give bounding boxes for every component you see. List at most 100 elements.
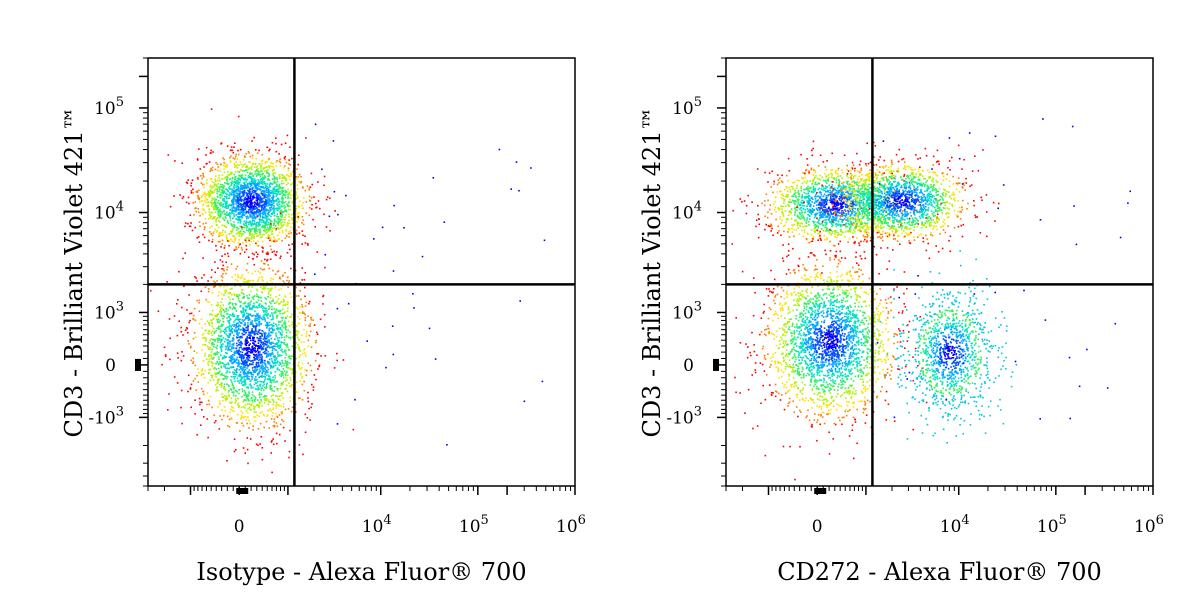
event-dot: [243, 329, 246, 331]
event-dot: [255, 353, 258, 356]
event-dot: [284, 142, 287, 144]
event-dot: [254, 192, 257, 195]
event-dot: [259, 175, 262, 178]
event-dot: [256, 323, 259, 325]
event-dot: [196, 434, 198, 436]
event-dot: [243, 312, 246, 314]
event-dot: [285, 352, 287, 355]
event-dot: [207, 218, 210, 220]
event-dot: [292, 335, 294, 338]
event-dot: [226, 164, 228, 166]
event-dot: [230, 329, 232, 331]
event-dot: [223, 168, 225, 170]
event-dot: [295, 391, 298, 393]
event-dot: [267, 317, 269, 319]
event-dot: [247, 412, 249, 414]
event-dot: [263, 383, 265, 386]
event-dot: [219, 335, 222, 338]
event-dot: [265, 303, 267, 305]
event-dot: [215, 218, 218, 220]
event-dot: [543, 239, 546, 242]
event-dot: [301, 375, 304, 378]
event-dot: [254, 310, 256, 313]
event-dot: [274, 338, 276, 341]
event-dot: [258, 193, 260, 196]
event-dot: [268, 358, 271, 361]
event-dot: [231, 224, 233, 226]
event-dot: [268, 307, 271, 309]
event-dot: [249, 384, 251, 386]
event-dot: [219, 370, 221, 373]
event-dot: [239, 199, 241, 202]
event-dot: [255, 301, 258, 303]
event-dot: [290, 296, 293, 298]
event-dot: [324, 355, 327, 357]
event-dot: [219, 234, 222, 236]
event-dot: [190, 312, 193, 315]
event-dot: [204, 369, 207, 372]
event-dot: [264, 186, 267, 189]
event-dot: [212, 343, 214, 345]
event-dot: [213, 208, 216, 210]
event-dot: [254, 184, 256, 186]
event-dot: [296, 336, 299, 339]
event-dot: [254, 185, 256, 187]
event-dot: [226, 180, 229, 183]
event-dot: [251, 359, 254, 362]
event-dot: [245, 329, 248, 332]
event-dot: [259, 216, 262, 218]
event-dot: [287, 208, 290, 211]
event-dot: [182, 257, 184, 260]
event-dot: [272, 174, 275, 177]
event-dot: [252, 373, 254, 376]
event-dot: [283, 336, 286, 339]
event-dot: [223, 378, 225, 380]
event-dot: [244, 394, 246, 396]
event-dot: [255, 222, 258, 224]
event-dot: [265, 220, 268, 222]
event-dot: [223, 374, 225, 377]
event-dot: [310, 316, 312, 319]
event-dot: [237, 209, 239, 211]
event-dot: [261, 179, 264, 181]
event-dot: [230, 230, 232, 233]
event-dot: [261, 192, 263, 195]
event-dot: [239, 198, 242, 200]
event-dot: [262, 212, 264, 215]
event-dot: [242, 355, 245, 357]
event-dot: [260, 358, 263, 360]
event-dot: [278, 238, 280, 240]
event-dot: [237, 322, 239, 324]
event-dot: [253, 356, 255, 359]
event-dot: [224, 388, 226, 390]
event-dot: [230, 388, 233, 391]
event-dot: [259, 196, 262, 198]
event-dot: [221, 174, 224, 177]
event-dot: [223, 210, 225, 213]
event-dot: [259, 323, 262, 325]
event-dot: [810, 168, 813, 171]
event-dot: [515, 161, 518, 163]
event-dot: [246, 166, 248, 168]
event-dot: [282, 211, 285, 213]
event-dot: [197, 208, 199, 210]
event-dot: [255, 227, 258, 230]
event-dot: [278, 160, 281, 162]
event-dot: [228, 395, 230, 398]
event-dot: [245, 241, 248, 243]
event-dot: [283, 176, 286, 178]
event-dot: [256, 301, 259, 304]
event-dot: [275, 301, 278, 304]
event-dot: [249, 231, 251, 234]
event-dot: [270, 233, 273, 235]
event-dot: [228, 233, 231, 236]
event-dot: [265, 200, 267, 202]
event-dot: [245, 373, 248, 375]
event-dot: [251, 399, 254, 401]
event-dot: [245, 316, 247, 319]
event-dot: [265, 307, 268, 310]
event-dot: [295, 334, 298, 337]
event-dot: [251, 308, 253, 311]
event-dot: [300, 377, 303, 379]
event-dot: [254, 191, 256, 194]
